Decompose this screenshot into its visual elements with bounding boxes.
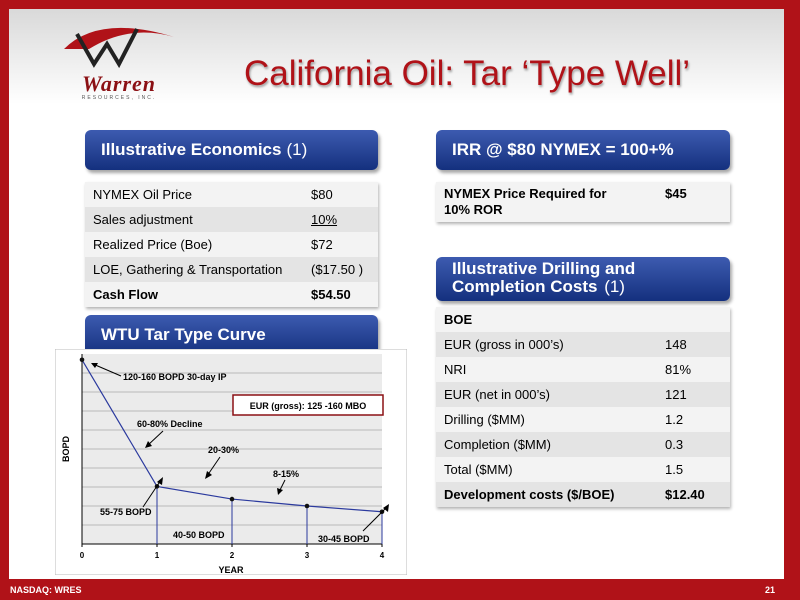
row-label: EUR (gross in 000’s) bbox=[444, 337, 564, 352]
row-label: Cash Flow bbox=[93, 287, 159, 302]
row-value: 1.2 bbox=[665, 412, 684, 427]
economics-table: NYMEX Oil Price $80 Sales adjustment 10%… bbox=[85, 182, 378, 307]
table-row: Development costs ($/BOE) $12.40 bbox=[436, 482, 730, 507]
table-row: Cash Flow $54.50 bbox=[85, 282, 378, 307]
irr-row-value: $45 bbox=[665, 186, 687, 201]
logo-swoosh-icon bbox=[64, 27, 174, 69]
x-tick-label: 3 bbox=[305, 551, 310, 560]
economics-header: Illustrative Economics (1) bbox=[85, 130, 378, 170]
row-value: ($17.50 ) bbox=[311, 262, 364, 277]
arrowhead-decline2-icon bbox=[205, 471, 212, 479]
row-value: 1.5 bbox=[665, 462, 684, 477]
annotation-decline3: 8-15% bbox=[273, 469, 299, 479]
annotation-decline2: 20-30% bbox=[208, 445, 239, 455]
irr-row-label: NYMEX Price Required for 10% ROR bbox=[444, 186, 607, 218]
y-axis-label: BOPD bbox=[61, 436, 71, 463]
arrowhead-decline3-icon bbox=[277, 488, 283, 495]
annotation-yr4: 30-45 BOPD bbox=[318, 534, 370, 544]
table-row: EUR (net in 000’s) 121 bbox=[436, 382, 730, 407]
table-row: Realized Price (Boe) $72 bbox=[85, 232, 378, 257]
row-label: Realized Price (Boe) bbox=[93, 237, 213, 252]
row-label: Development costs ($/BOE) bbox=[444, 487, 615, 502]
irr-row-label-line2: 10% ROR bbox=[444, 202, 503, 217]
annotation-yr2: 40-50 BOPD bbox=[173, 530, 225, 540]
table-row: Sales adjustment 10% bbox=[85, 207, 378, 232]
table-row: Drilling ($MM) 1.2 bbox=[436, 407, 730, 432]
arrowhead-yr4-icon bbox=[383, 504, 389, 512]
data-point bbox=[79, 357, 85, 363]
arrow-ip-icon bbox=[92, 363, 122, 377]
arrowhead-ip-icon bbox=[91, 363, 98, 368]
irr-row-label-line1: NYMEX Price Required for bbox=[444, 186, 607, 201]
x-tick-label: 0 bbox=[80, 551, 85, 560]
row-label: LOE, Gathering & Transportation bbox=[93, 262, 283, 277]
row-value: 121 bbox=[665, 387, 687, 402]
row-label: NYMEX Oil Price bbox=[93, 187, 192, 202]
data-point bbox=[304, 503, 310, 509]
eur-label: EUR (gross): 125 -160 MBO bbox=[250, 401, 367, 411]
row-label: Total ($MM) bbox=[444, 462, 513, 477]
type-curve-header-label: WTU Tar Type Curve bbox=[101, 325, 266, 344]
header-background bbox=[9, 9, 784, 104]
arrow-yr1-icon bbox=[142, 479, 162, 508]
page-title: California Oil: Tar ‘Type Well’ bbox=[244, 54, 691, 93]
row-value: 81% bbox=[665, 362, 692, 377]
footer-ticker: NASDAQ: WRES bbox=[10, 585, 82, 595]
row-label: EUR (net in 000’s) bbox=[444, 387, 550, 402]
drop-lines bbox=[156, 486, 383, 544]
table-row: BOE bbox=[436, 307, 730, 332]
arrowhead-decline1-icon bbox=[145, 441, 152, 448]
x-tick-label: 2 bbox=[230, 551, 235, 560]
economics-header-label: Illustrative Economics bbox=[101, 140, 282, 159]
table-row: LOE, Gathering & Transportation ($17.50 … bbox=[85, 257, 378, 282]
economics-header-note: (1) bbox=[286, 140, 308, 159]
drilling-header: Illustrative Drilling and Completion Cos… bbox=[436, 257, 730, 301]
annotation-ip: 120-160 BOPD 30-day IP bbox=[123, 372, 227, 382]
arrow-yr4-icon bbox=[362, 506, 388, 532]
drilling-header-line1: Illustrative Drilling and bbox=[452, 259, 636, 278]
irr-table: NYMEX Price Required for 10% ROR $45 bbox=[436, 182, 730, 222]
row-value: $80 bbox=[311, 187, 333, 202]
row-label: BOE bbox=[444, 312, 473, 327]
annotation-decline1: 60-80% Decline bbox=[137, 419, 203, 429]
eur-box bbox=[232, 394, 384, 416]
table-row: EUR (gross in 000’s) 148 bbox=[436, 332, 730, 357]
x-tick-label: 1 bbox=[155, 551, 160, 560]
type-curve-chart: 0 1 2 3 4 YEAR BOPD EUR (gross): 125 -160 MB… bbox=[55, 349, 407, 575]
table-row: NRI 81% bbox=[436, 357, 730, 382]
drilling-header-line2: Completion Costs bbox=[452, 277, 598, 296]
row-label: NRI bbox=[444, 362, 467, 377]
row-label: Drilling ($MM) bbox=[444, 412, 525, 427]
row-value: 148 bbox=[665, 337, 687, 352]
row-value: $12.40 bbox=[665, 487, 705, 502]
x-ticks: 0 1 2 3 4 bbox=[80, 544, 385, 560]
warren-logo: Warren RESOURCES, INC. bbox=[59, 19, 179, 104]
logo-name: Warren bbox=[81, 71, 157, 96]
irr-header-label: IRR @ $80 NYMEX = 100+% bbox=[452, 140, 674, 159]
row-label: Completion ($MM) bbox=[444, 437, 551, 452]
type-curve-header: WTU Tar Type Curve bbox=[85, 315, 378, 355]
annotation-yr1: 55-75 BOPD bbox=[100, 507, 152, 517]
table-row: Completion ($MM) 0.3 bbox=[436, 432, 730, 457]
drilling-header-note: (1) bbox=[604, 277, 625, 296]
x-tick-label: 4 bbox=[380, 551, 385, 560]
arrowhead-yr1-icon bbox=[157, 477, 163, 485]
table-row: Total ($MM) 1.5 bbox=[436, 457, 730, 482]
slide: Warren RESOURCES, INC. California Oil: T… bbox=[9, 9, 784, 579]
row-value: 0.3 bbox=[665, 437, 684, 452]
table-row: NYMEX Oil Price $80 bbox=[85, 182, 378, 207]
irr-header: IRR @ $80 NYMEX = 100+% bbox=[436, 130, 730, 170]
x-axis-label: YEAR bbox=[218, 565, 244, 575]
logo-subtitle: RESOURCES, INC. bbox=[81, 95, 157, 101]
data-point bbox=[229, 496, 235, 502]
row-value: $54.50 bbox=[311, 287, 351, 302]
drilling-table: BOE EUR (gross in 000’s) 148 NRI 81% EUR… bbox=[436, 307, 730, 507]
page-number: 21 bbox=[765, 585, 776, 595]
row-value: $72 bbox=[311, 237, 333, 252]
row-value: 10% bbox=[311, 212, 338, 227]
row-label: Sales adjustment bbox=[93, 212, 193, 227]
